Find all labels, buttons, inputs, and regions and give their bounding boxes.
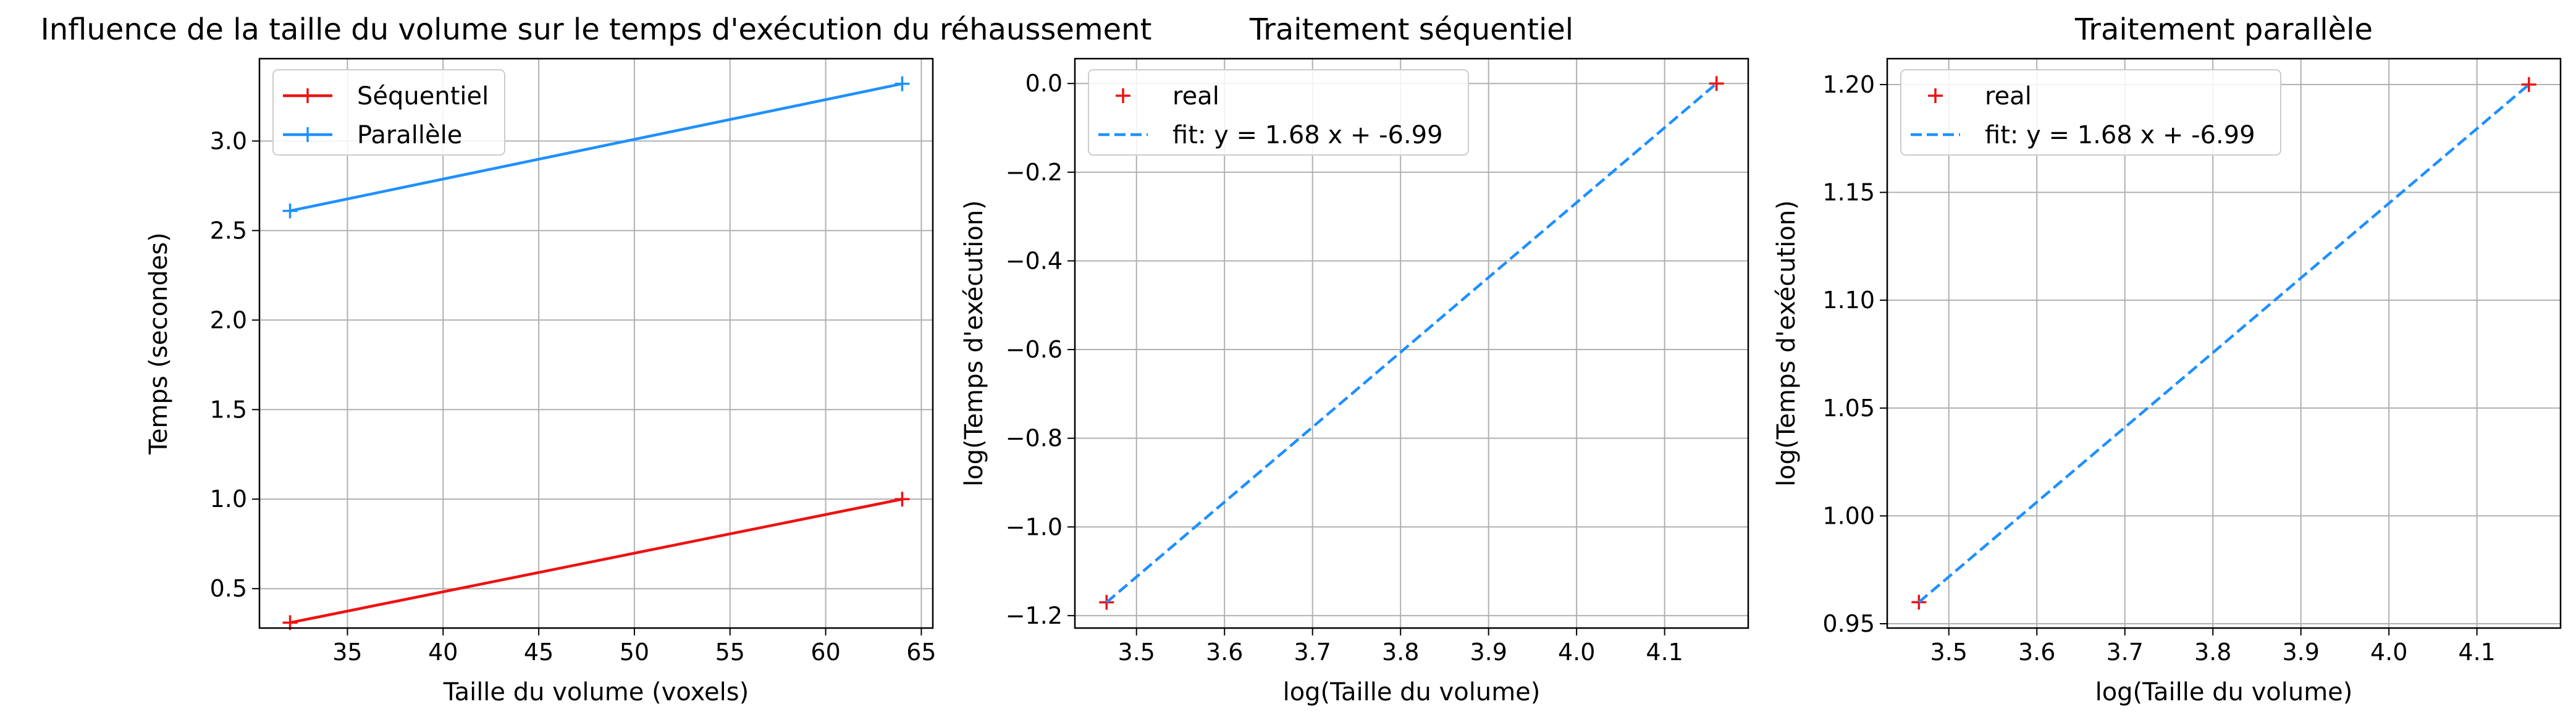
x-tick-label: 45 [524, 639, 554, 666]
data-point-marker [1709, 76, 1724, 91]
y-tick-label: 1.20 [1822, 71, 1875, 98]
x-tick-label: 3.5 [1930, 639, 1968, 666]
x-tick-label: 4.0 [1558, 639, 1595, 666]
legend-box [1088, 69, 1469, 156]
chart-title: Traitement parallèle [2074, 12, 2373, 47]
y-tick-label: 1.00 [1822, 502, 1875, 529]
x-tick-label: 50 [620, 639, 649, 666]
y-axis-label: log(Temps d'exécution) [1772, 200, 1801, 487]
x-tick-label: 4.1 [1646, 639, 1683, 666]
y-tick-label: −1.2 [1006, 602, 1063, 629]
x-tick-label: 3.7 [2106, 639, 2143, 666]
legend-marker-swatch [300, 127, 315, 142]
y-tick-label: 0.95 [1822, 610, 1875, 637]
data-point-marker [1911, 595, 1927, 610]
legend-entry: Parallèle [357, 121, 462, 149]
y-tick-label: 0.5 [210, 575, 247, 602]
x-tick-label: 3.9 [2282, 639, 2319, 666]
x-tick-label: 3.8 [2194, 639, 2231, 666]
y-tick-label: −0.4 [1006, 247, 1063, 274]
x-tick-label: 4.0 [2370, 639, 2407, 666]
plot-frame [1074, 57, 1749, 629]
y-tick-label: 1.5 [210, 396, 247, 423]
y-tick-label: 0.0 [1025, 70, 1063, 97]
x-tick-label: 3.6 [2018, 639, 2055, 666]
legend-entry: fit: y = 1.68 x + -6.99 [1985, 121, 2255, 149]
chart-panel-3: 3.5 3.6 3.7 3.8 3.9 4.0 4.1 0.95 1.00 1.05 1.10 1.1… [1772, 12, 2562, 706]
x-tick-label: 35 [332, 639, 362, 666]
x-axis-label: Taille du volume (voxels) [443, 678, 749, 706]
x-axis-label: log(Taille du volume) [2095, 678, 2353, 706]
y-tick-label: 3.0 [210, 127, 247, 154]
y-tick-label: 1.15 [1822, 179, 1875, 206]
y-axis-label: log(Temps d'exécution) [960, 200, 988, 487]
x-tick-label: 60 [810, 639, 840, 666]
y-tick-label: −0.6 [1006, 336, 1063, 363]
legend-entry: real [1172, 82, 1219, 111]
x-tick-label: 4.1 [2458, 639, 2495, 666]
chart-panel-2: 3.5 3.6 3.7 3.8 3.9 4.0 4.1 −1.2 −1.0 −0.8 −0.6 −0.… [960, 12, 1749, 706]
legend-box [1900, 69, 2281, 156]
data-point-marker [894, 492, 910, 507]
series-line-1 [290, 498, 903, 624]
x-tick-label: 3.7 [1294, 639, 1331, 666]
legend-marker-swatch [1928, 88, 1943, 103]
y-tick-label: 2.0 [210, 306, 247, 333]
y-tick-label: −1.0 [1006, 513, 1063, 540]
x-axis-label: log(Taille du volume) [1283, 678, 1541, 706]
y-tick-label: 1.10 [1822, 287, 1875, 314]
series-line-2 [1105, 82, 1718, 604]
legend-entry: Séquentiel [357, 82, 489, 111]
legend-entry: fit: y = 1.68 x + -6.99 [1172, 121, 1443, 149]
series-line-2 [1917, 83, 2530, 603]
y-axis-label: Temps (secondes) [145, 232, 173, 455]
data-point-marker [1099, 595, 1114, 610]
x-tick-label: 3.9 [1470, 639, 1507, 666]
x-tick-label: 3.8 [1382, 639, 1419, 666]
chart-title: Influence de la taille du volume sur le … [41, 12, 1152, 47]
x-tick-label: 65 [906, 639, 936, 666]
plot-frame [1886, 57, 2562, 629]
data-point-marker [282, 203, 298, 219]
legend-marker-swatch [1116, 88, 1130, 103]
legend-marker-swatch [300, 88, 315, 103]
x-tick-label: 3.5 [1118, 639, 1155, 666]
data-point-marker [2521, 77, 2536, 92]
chart-panel-1: 35 40 45 50 55 60 65 0.5 1.0 1.5 2.0 2.5 3.0 Influenc… [41, 12, 1152, 706]
series-line-2 [290, 82, 903, 212]
x-tick-label: 3.6 [1206, 639, 1243, 666]
y-tick-label: −0.2 [1006, 159, 1063, 186]
data-point-marker [894, 76, 910, 91]
legend-entry: real [1985, 82, 2032, 111]
y-tick-label: 1.0 [210, 485, 247, 513]
y-tick-label: 2.5 [210, 217, 247, 244]
plot-frame [258, 57, 934, 629]
y-tick-label: −0.8 [1006, 425, 1063, 452]
x-tick-label: 40 [428, 639, 458, 666]
x-tick-label: 55 [715, 639, 745, 666]
y-tick-label: 1.05 [1822, 395, 1875, 422]
chart-title: Traitement séquentiel [1249, 12, 1573, 47]
